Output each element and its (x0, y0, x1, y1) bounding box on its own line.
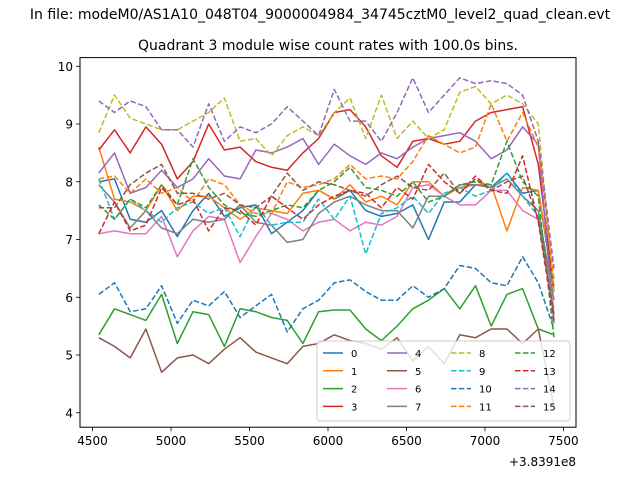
series-line-11 (98, 103, 555, 280)
legend-label-0: 0 (351, 349, 357, 360)
y-tick-label: 8 (65, 175, 73, 189)
series-line-12 (98, 140, 555, 338)
legend-label-12: 12 (543, 349, 556, 360)
series-line-14 (98, 77, 555, 269)
series-line-10 (98, 256, 555, 333)
series-line-8 (98, 85, 555, 292)
series-layer (98, 77, 555, 408)
legend-label-13: 13 (543, 367, 556, 378)
x-tick-label: 7000 (470, 434, 501, 448)
y-tick-label: 4 (65, 406, 73, 420)
legend-label-10: 10 (479, 385, 492, 396)
legend-label-6: 6 (415, 385, 421, 396)
series-line-3 (98, 105, 555, 292)
series-line-13 (98, 155, 555, 321)
x-tick-label: 6000 (313, 434, 344, 448)
y-tick-label: 6 (65, 291, 73, 305)
legend-label-5: 5 (415, 367, 421, 378)
x-offset-label: +3.8391e8 (509, 455, 576, 469)
legend-label-11: 11 (479, 402, 492, 413)
figure-suptitle: In file: modeM0/AS1A10_048T04_9000004984… (30, 7, 611, 23)
series-line-2 (98, 284, 555, 348)
legend-label-9: 9 (479, 367, 485, 378)
legend-label-3: 3 (351, 402, 357, 413)
y-axis: 4 5 6 7 8 9 10 (58, 60, 80, 420)
y-tick-label: 9 (65, 118, 73, 132)
chart-title: Quadrant 3 module wise count rates with … (138, 38, 518, 54)
x-tick-label: 7500 (548, 434, 579, 448)
series-line-5 (98, 328, 555, 408)
y-tick-label: 5 (65, 349, 73, 363)
x-tick-label: 5500 (234, 434, 265, 448)
series-line-4 (98, 126, 555, 324)
series-line-6 (98, 183, 555, 309)
legend-label-7: 7 (415, 402, 421, 413)
y-tick-label: 10 (58, 60, 73, 74)
legend-label-14: 14 (543, 385, 556, 396)
y-tick-label: 7 (65, 233, 73, 247)
legend-label-2: 2 (351, 385, 357, 396)
x-tick-label: 4500 (77, 434, 108, 448)
series-line-7 (98, 178, 555, 301)
legend-label-1: 1 (351, 367, 357, 378)
legend-label-15: 15 (543, 402, 556, 413)
series-line-15 (98, 163, 555, 315)
x-axis: 4500 5000 5500 6000 6500 7000 7500 (77, 427, 579, 448)
x-tick-label: 5000 (156, 434, 187, 448)
legend-label-4: 4 (415, 349, 421, 360)
legend-label-8: 8 (479, 349, 485, 360)
x-tick-label: 6500 (391, 434, 422, 448)
series-line-9 (98, 172, 555, 315)
legend-box (316, 340, 571, 422)
